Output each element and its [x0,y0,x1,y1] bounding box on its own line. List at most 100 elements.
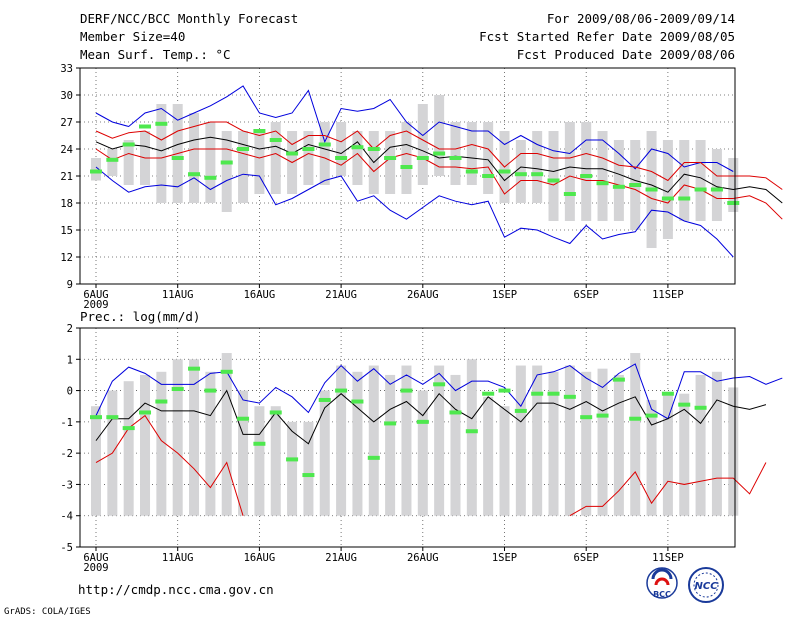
precip-median-marker [449,410,462,415]
temp-median-marker [351,145,364,150]
precip-spread-bar [238,390,249,516]
temp-spread-bar [695,140,706,221]
precip-xtick-label: 21AUG [325,552,357,564]
precip-ytick-label: -5 [60,542,73,554]
precip-spread-bar [91,406,101,516]
temp-spread-bar [336,122,347,176]
temp-ytick-label: 24 [60,144,73,156]
precip-ytick-label: -4 [60,511,73,523]
precip-xtick-label: 16AUG [244,552,276,564]
precip-spread-bar [466,359,477,516]
precip-spread-bar [548,371,559,516]
precip-median-marker [645,413,658,418]
precip-spread-bar [352,371,363,516]
temp-median-marker [514,172,527,177]
precip-median-marker [335,388,348,393]
temp-median-marker [727,201,740,205]
temp-spread-bar [319,122,330,185]
temp-outer-high-line [95,85,734,172]
chart-title: DERF/NCC/BCC Monthly Forecast [80,11,298,26]
precip-spread-bar [483,396,494,516]
temp-ytick-label: 27 [60,117,73,129]
precip-xtick-label: 6SEP [574,552,599,564]
precip-spread-bar [532,365,543,516]
temp-xtick-year: 2009 [83,299,108,311]
precip-title: Prec.: log(mm/d) [80,309,200,324]
precip-medians [90,366,707,478]
temp-spread-bar [679,140,690,221]
temperature-lines [95,85,783,258]
temp-median-marker [237,147,250,151]
precip-ytick-label: -3 [60,479,73,491]
precip-median-marker [531,391,544,396]
precip-xtick-label: 11AUG [162,552,194,564]
precip-ytick-label: -2 [60,448,73,460]
precip-median-marker [482,391,495,396]
precip-spread-bar [711,371,722,516]
temp-spread-bar [352,131,363,185]
bcc-logo-arc-red [654,577,670,586]
temp-spread-bar [466,122,477,185]
precip-median-marker [106,415,119,420]
precip-spread-bar [499,406,510,516]
temp-spread-bar [205,122,216,203]
bcc-logo: BCC [646,567,678,599]
precip-xtick-label: 11SEP [652,552,684,564]
temp-xtick-label: 16AUG [244,289,276,301]
temp-median-marker [286,151,299,156]
precip-spread-bar [434,365,445,516]
temp-spread-bar [385,131,396,194]
temp-median-marker [612,184,625,189]
temp-ytick-label: 33 [60,63,73,75]
precip-spread-bar [254,406,265,516]
precip-median-marker [237,416,250,421]
precip-median-marker [678,402,691,407]
precip-spread-bar [695,374,706,516]
temp-xtick-label: 21AUG [325,289,357,301]
temp-median-marker [335,156,348,160]
precip-median-marker [629,416,642,421]
temp-spread-bar [597,131,608,221]
temp-ytick-label: 12 [60,252,73,264]
precip-spread-bar [172,359,183,516]
temp-spread-bar [532,131,543,203]
precip-spread-bar [679,393,690,516]
temp-spread-bar [548,131,559,221]
temp-ytick-label: 15 [60,225,73,237]
precip-ytick-label: 1 [67,354,73,366]
precip-xtick-label: 26AUG [407,552,439,564]
precip-median-marker [400,388,413,393]
precip-spread-bar [401,365,412,516]
temp-xtick-label: 6AUG [83,289,108,301]
temp-median-marker [171,156,184,160]
precip-median-marker [269,410,282,415]
temp-median-marker [400,165,413,169]
precip-median-marker [433,382,446,387]
source-url[interactable]: http://cmdp.ncc.cma.gov.cn [78,582,274,597]
temp-median-marker [318,142,331,147]
precip-median-marker [596,413,609,418]
temp-median-marker [139,124,152,129]
temp-spread-bar [401,122,412,194]
temp-spread-bar [662,140,673,239]
temp-median-marker [629,183,642,187]
precip-bars [91,353,739,516]
temperature-panel: 9 12 15 18 21 24 27 30 33 6AUG 11AUG 16AUG 21AUG 26A… [60,63,783,311]
temp-median-marker [678,196,691,201]
precip-median-marker [416,419,429,424]
precip-median-marker [612,377,625,382]
precip-median-marker [384,421,397,426]
temp-spread-bar [221,131,232,212]
precip-median-marker [498,388,511,393]
precip-median-marker [465,429,478,434]
temp-outer-low-line [95,166,734,258]
precip-median-marker [253,441,266,446]
precip-spread-bar [319,390,330,516]
precip-spread-bar [205,371,216,516]
precip-spread-bar [597,368,608,516]
precip-spread-bar [613,374,624,516]
bcc-logo-arc [651,568,673,580]
temp-spread-bar [483,122,494,194]
precip-median-marker [188,366,201,371]
precip-median-marker [204,388,217,393]
